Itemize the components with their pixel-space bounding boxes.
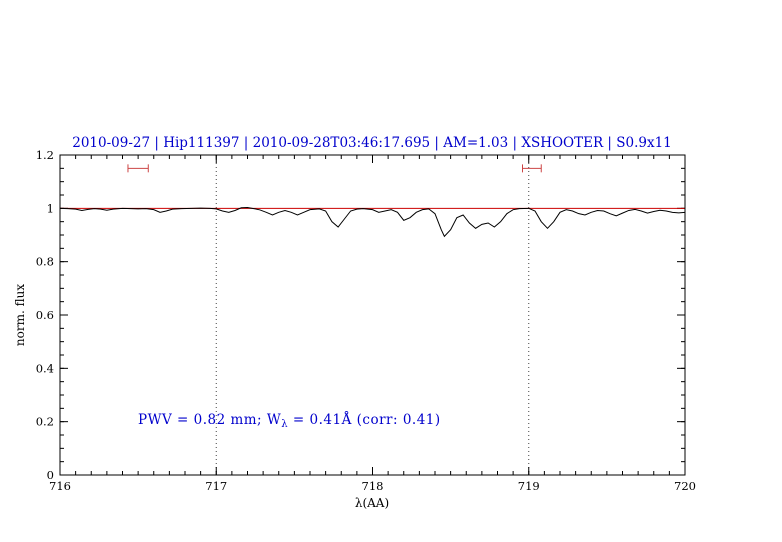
pwv-annotation-sub: λ (281, 419, 288, 430)
plot-title: 2010-09-27 | Hip111397 | 2010-09-28T03:4… (72, 135, 672, 151)
y-tick-label: 1.2 (36, 148, 54, 162)
y-tick-label: 1 (47, 201, 54, 215)
y-tick-label: 0.4 (36, 361, 54, 375)
chart-layers: 716 717 718 719 720 0 0.2 0.4 0.6 0.8 1 1.2 (36, 148, 696, 493)
x-axis-label: λ(AA) (355, 496, 389, 510)
x-tick-label: 717 (205, 479, 227, 493)
y-tick-label: 0.8 (36, 255, 54, 269)
pwv-annotation-prefix: PWV = 0.82 mm; W (138, 412, 281, 428)
x-tick-label: 716 (49, 479, 71, 493)
x-tick-label: 718 (362, 479, 384, 493)
y-tick-label: 0 (47, 468, 54, 482)
y-axis-label: norm. flux (13, 284, 27, 346)
spectrum-line (59, 207, 686, 238)
y-tick-label: 0.6 (36, 308, 54, 322)
pwv-annotation: PWV = 0.82 mm; Wλ = 0.41Å (corr: 0.41) (138, 412, 441, 430)
plot-frame (59, 154, 686, 476)
x-tick-label: 719 (518, 479, 540, 493)
pwv-annotation-suffix: = 0.41Å (corr: 0.41) (288, 412, 441, 428)
y-tick-label: 0.2 (36, 415, 54, 429)
x-tick-label: 720 (674, 479, 696, 493)
